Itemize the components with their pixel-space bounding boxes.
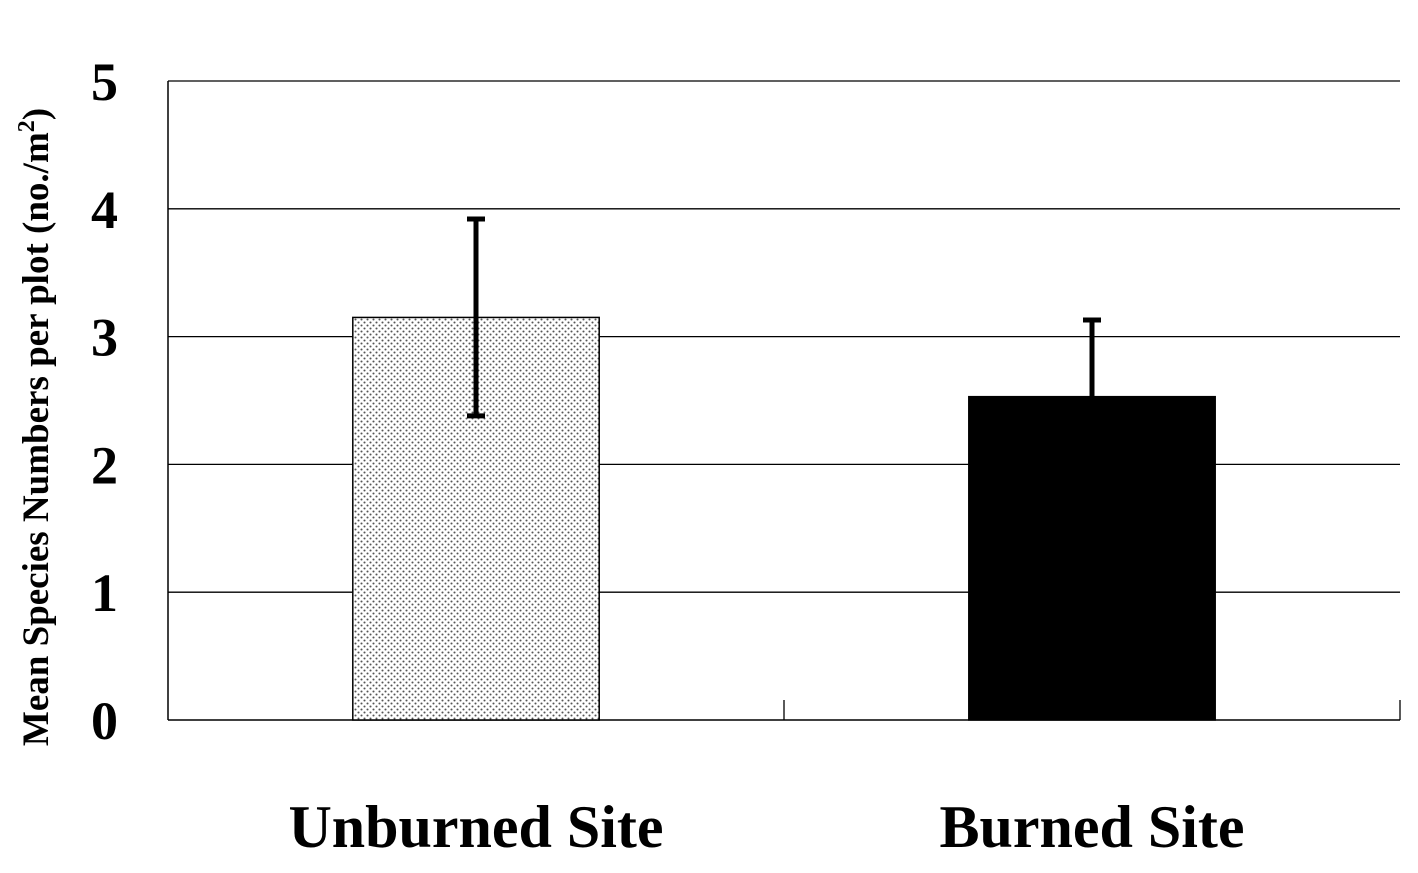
x-category-labels: Unburned Site Burned Site xyxy=(288,794,1244,860)
y-tick-label-5: 5 xyxy=(91,52,118,112)
y-axis-title: Mean Species Numbers per plot (no./m2) xyxy=(14,108,57,746)
y-tick-label-1: 1 xyxy=(91,563,118,623)
y-axis-title-close: ) xyxy=(16,108,57,120)
x-category-label-burned-site: Burned Site xyxy=(939,794,1244,860)
error-bars xyxy=(467,216,1101,419)
bar-burned-site xyxy=(968,395,1216,721)
y-axis-title-sup: 2 xyxy=(14,120,40,132)
x-category-label-unburned-site: Unburned Site xyxy=(288,794,663,860)
y-tick-label-4: 4 xyxy=(91,180,118,240)
y-tick-label-3: 3 xyxy=(91,308,118,368)
y-tick-label-0: 0 xyxy=(91,691,118,751)
y-tick-label-2: 2 xyxy=(91,435,118,495)
y-tick-labels: 0 1 2 3 4 5 xyxy=(91,52,118,751)
y-axis-title-main: Mean Species Numbers per plot (no./m xyxy=(16,132,57,746)
